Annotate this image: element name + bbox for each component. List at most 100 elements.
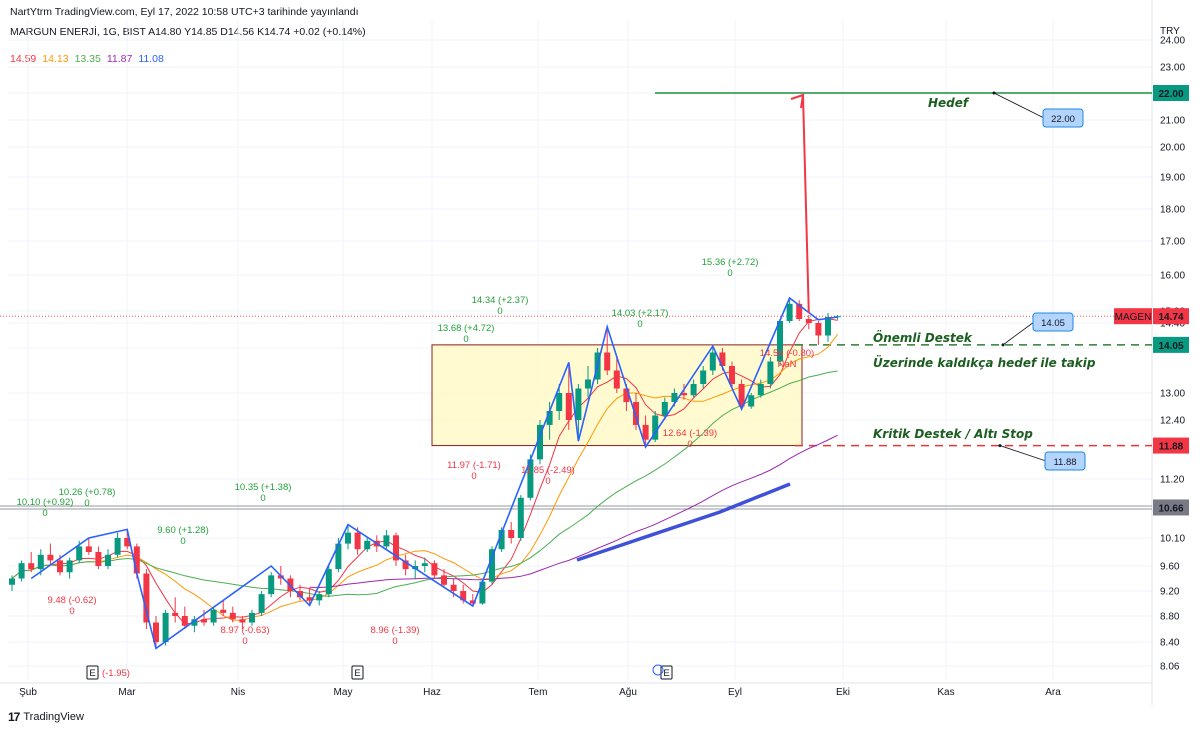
x-tick-label: Eyl [728,687,742,698]
swing-label: 14.34 (+2.37) [472,295,529,306]
candle [489,549,495,582]
candle [383,535,390,547]
candle [441,575,447,585]
swing-label: 12.64 (-1.39) [663,428,717,439]
candle [393,535,399,561]
candle [565,393,572,420]
price-axis-label-box [1153,336,1189,353]
swing-label-sub: 0 [471,471,476,482]
support-callout-leader [1002,321,1035,346]
price-axis-label-box [1153,499,1189,516]
swing-label-sub: 0 [69,606,74,617]
candle [652,415,659,440]
candle [517,497,524,538]
candle [796,303,803,319]
candle [709,352,716,371]
ma-values: 14.59 14.13 13.35 11.87 11.08 [10,53,170,65]
y-tick-label: 11.20 [1160,475,1185,486]
tradingview-logo-icon: 17 [8,710,20,724]
price-axis-label: 22.00 [1158,89,1183,100]
candle [508,529,515,538]
y-tick-label: 19.00 [1160,173,1185,184]
candle [335,543,342,570]
candle [316,594,323,601]
swing-label-sub: 0 [42,508,47,519]
candle [700,370,707,384]
candle [114,538,121,555]
candle [47,554,54,561]
candle [642,424,649,440]
swing-label: 11.85 (-2.49) [521,465,575,476]
candle [546,411,553,425]
price-axis-label: 14.05 [1158,341,1183,352]
candle [661,402,668,416]
target-callout-box [1042,108,1084,128]
tradingview-logo: 17 TradingView [8,710,84,724]
y-tick-label: 17.00 [1160,237,1185,248]
candle [354,532,361,550]
candle [191,619,198,626]
support-callout-box [1032,312,1074,332]
swing-label: 9.60 (+1.28) [157,525,209,536]
earnings-marker-icon [351,665,364,680]
candle [364,540,371,550]
candle [124,538,131,547]
candle [258,594,265,613]
x-tick-label: Haz [423,687,441,698]
x-tick-label: Eki [836,687,850,698]
ma-value-5: 11.08 [138,53,164,65]
y-tick-label: 20.00 [1160,143,1185,154]
price-axis-label: 11.88 [1159,442,1184,453]
last-price-label: 14.74 [1158,312,1183,323]
candle [239,619,246,623]
x-tick-label: Nis [231,687,245,698]
swing-label: 2 (-1.95) [94,668,130,679]
candle [613,370,620,389]
swing-label: 8.96 (-1.39) [370,625,419,636]
currency-label: TRY [1160,26,1180,37]
zigzag-line [30,296,838,650]
candle [690,384,697,396]
candle [66,560,73,573]
swing-label-sub: 0 [242,636,247,647]
support-callout-dot [1001,343,1005,347]
x-tick-label: Tem [529,687,548,698]
y-tick-label: 8.40 [1160,638,1180,649]
ma-value-1: 14.59 [10,53,37,65]
candle [671,393,678,402]
y-tick-label: 21.00 [1160,116,1185,127]
critical-callout-value: 11.88 [1053,457,1076,468]
swing-label: 9.48 (-0.62) [47,595,96,606]
candle [76,546,83,561]
swing-label: 10.35 (+1.38) [235,482,292,493]
candle [460,591,467,601]
candle [719,352,726,366]
x-tick-label: Ara [1045,687,1061,698]
x-tick-label: Ağu [619,687,637,698]
candle [777,321,783,362]
x-tick-label: Mar [118,687,136,698]
candle [469,600,476,604]
candle [402,560,409,570]
support-callout-value: 14.05 [1041,318,1065,329]
candle [431,563,438,576]
swing-label: 14.56 (-0.80) [760,348,814,359]
swing-label-sub: NaN [777,359,796,370]
candle [834,316,841,318]
earnings-marker-circle [652,664,664,676]
swing-label: 14.03 (+2.17) [612,308,669,319]
candle [220,609,227,613]
earnings-marker-label: E [663,668,669,679]
y-tick-label: 8.06 [1160,662,1180,673]
symbol-tag: MAGEN [1115,312,1152,323]
swing-label-sub: 0 [687,439,692,450]
candle [153,622,159,642]
candle [729,366,735,384]
swing-label-sub: 0 [260,493,265,504]
critical-annotation: Kritik Destek / Altı Stop [873,427,1033,441]
candle [748,395,755,407]
candle [556,393,563,411]
y-tick-label: 9.20 [1160,587,1180,598]
candle [825,317,831,336]
